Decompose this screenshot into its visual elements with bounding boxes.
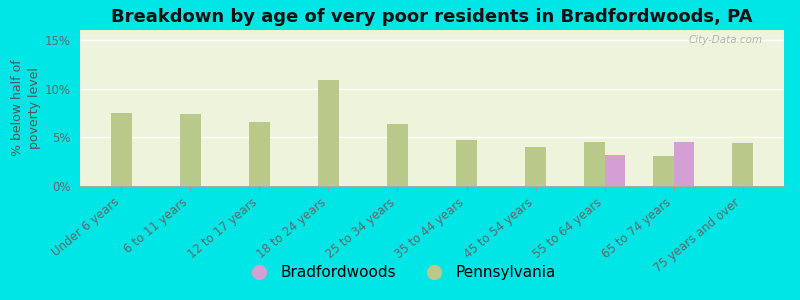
Bar [732,143,753,186]
Text: City-Data.com: City-Data.com [689,35,763,45]
Y-axis label: % below half of
poverty level: % below half of poverty level [11,60,42,156]
Legend: Bradfordwoods, Pennsylvania: Bradfordwoods, Pennsylvania [238,259,562,286]
Bar [456,140,477,186]
Bar [387,124,408,186]
Bar [674,142,694,186]
Bar [525,147,546,186]
Bar [605,155,626,186]
Bar [584,142,605,186]
Bar [318,80,339,186]
Bar [111,113,132,186]
Bar [653,156,674,186]
Bar [249,122,270,186]
Title: Breakdown by age of very poor residents in Bradfordwoods, PA: Breakdown by age of very poor residents … [111,8,753,26]
Bar [180,114,201,186]
